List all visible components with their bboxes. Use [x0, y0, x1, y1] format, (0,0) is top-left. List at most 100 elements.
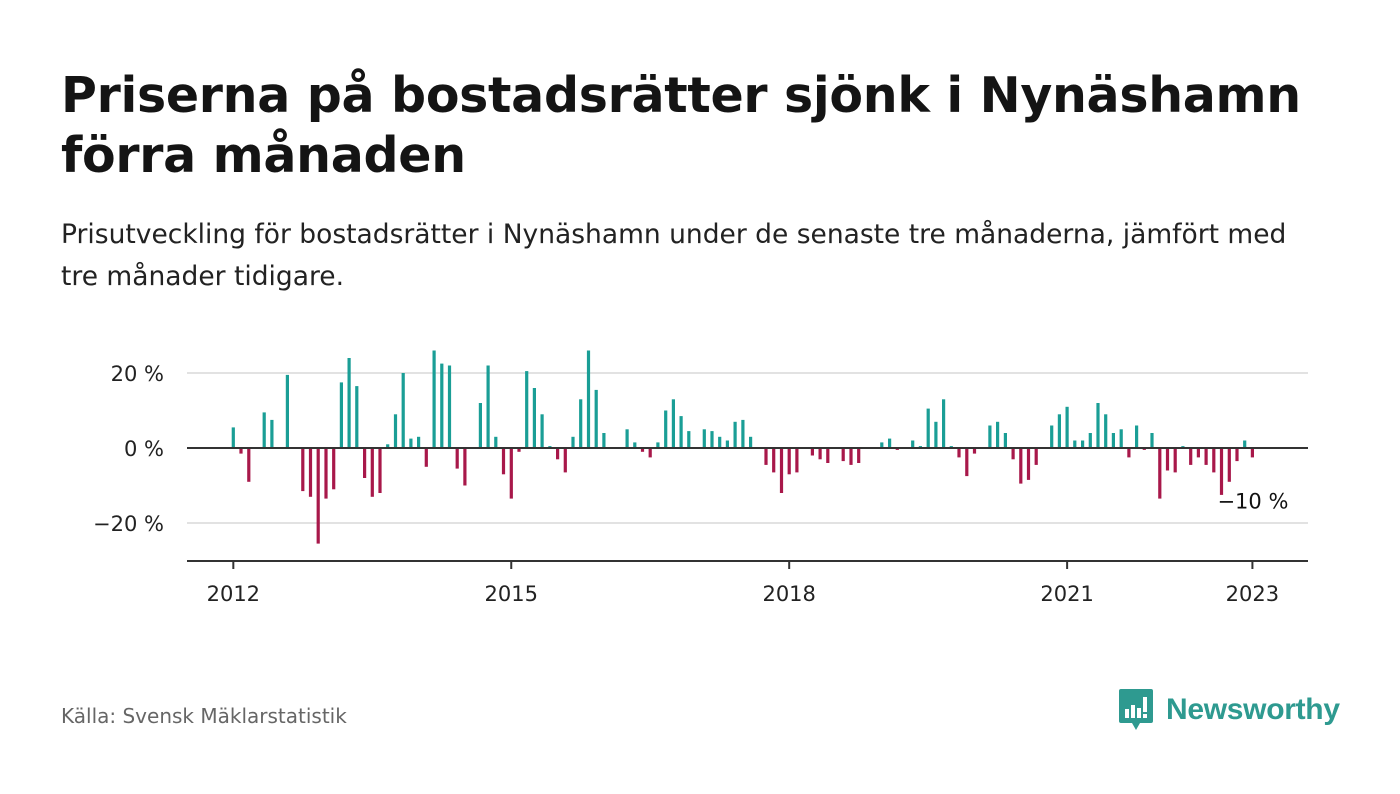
bar	[818, 448, 822, 460]
bars	[231, 350, 1254, 544]
bar	[1065, 406, 1069, 449]
labels: 20 % 0 % −20 % 2012 2015 2018 2021 2023 −10 %	[93, 362, 1288, 606]
bar	[486, 365, 490, 448]
bar	[1235, 448, 1239, 462]
bar	[1111, 433, 1115, 448]
bar	[285, 374, 289, 448]
bar	[455, 448, 459, 469]
bar	[849, 448, 853, 465]
bar	[880, 442, 884, 448]
bar	[679, 416, 683, 448]
bar	[671, 399, 675, 449]
bar	[779, 448, 784, 493]
bar	[787, 448, 791, 475]
bar	[247, 448, 251, 482]
bar	[262, 412, 266, 448]
bar	[841, 448, 845, 462]
bar	[347, 358, 351, 448]
bar	[749, 436, 753, 449]
bar	[494, 436, 498, 449]
bar	[370, 448, 374, 497]
bar	[1026, 448, 1031, 480]
bar	[664, 410, 668, 448]
bar-chart: 20 % 0 % −20 % 2012 2015 2018 2021 2023 −10 %	[93, 350, 1308, 606]
bar	[540, 414, 544, 449]
bar	[586, 350, 591, 448]
bar	[741, 419, 745, 448]
newsworthy-logo-icon	[1119, 689, 1153, 730]
bar	[363, 448, 367, 478]
bar	[417, 436, 421, 449]
bar	[857, 448, 861, 463]
bar	[1196, 448, 1200, 458]
bar	[1081, 440, 1085, 448]
bar	[571, 436, 575, 449]
bar	[810, 448, 814, 456]
bar	[1127, 448, 1131, 458]
bar	[972, 448, 977, 454]
bar	[378, 448, 382, 493]
bar	[1150, 433, 1154, 448]
bar	[764, 448, 768, 465]
bar	[710, 431, 714, 448]
bar	[501, 448, 506, 475]
bar	[594, 389, 598, 448]
x-tick-label: 2015	[485, 582, 538, 606]
bar	[656, 442, 660, 448]
bar	[1073, 440, 1077, 448]
bar	[447, 365, 452, 448]
bar	[1204, 448, 1208, 465]
bar	[718, 436, 722, 449]
bar	[316, 448, 320, 544]
bar	[324, 448, 328, 499]
bar	[996, 421, 1000, 449]
bar	[355, 386, 359, 448]
bar	[339, 382, 343, 448]
bar	[926, 408, 930, 448]
bar	[1227, 448, 1231, 482]
y-tick-label: 20 %	[111, 362, 164, 386]
bar	[602, 433, 606, 448]
bar	[270, 419, 274, 448]
bar	[332, 448, 336, 490]
bar	[386, 444, 390, 449]
bar	[1243, 440, 1247, 448]
bar	[1096, 403, 1100, 448]
bar	[1057, 414, 1061, 449]
bar	[888, 438, 892, 448]
axes	[187, 447, 1308, 569]
bar	[795, 448, 799, 473]
bar	[509, 448, 513, 499]
bar	[648, 448, 652, 458]
bar	[934, 421, 938, 449]
bar	[988, 425, 992, 448]
bar	[432, 350, 436, 448]
bar	[532, 388, 536, 448]
bar	[725, 440, 729, 448]
bar	[942, 399, 946, 449]
bar	[517, 448, 521, 452]
bar	[409, 438, 413, 448]
bar	[772, 448, 776, 473]
chart-title: Priserna på bostadsrätter sjönk i Nynäsh…	[61, 67, 1301, 184]
y-tick-label: −20 %	[93, 512, 164, 536]
bar	[702, 429, 706, 449]
x-tick-label: 2012	[207, 582, 260, 606]
bar	[463, 448, 467, 486]
bar	[1158, 448, 1162, 499]
source-note: Källa: Svensk Mäklarstatistik	[61, 704, 347, 728]
bar	[733, 421, 737, 449]
bar	[563, 448, 567, 473]
bar	[1011, 448, 1015, 460]
bar	[625, 429, 629, 449]
bar	[478, 403, 482, 448]
x-tick-label: 2018	[762, 582, 815, 606]
bar	[231, 427, 235, 448]
bar	[640, 448, 645, 452]
bar	[1219, 448, 1224, 495]
x-tick-label: 2023	[1226, 582, 1279, 606]
bar	[1003, 433, 1007, 448]
bar	[556, 448, 560, 460]
last-value-annotation: −10 %	[1217, 490, 1288, 514]
bar	[525, 371, 529, 448]
